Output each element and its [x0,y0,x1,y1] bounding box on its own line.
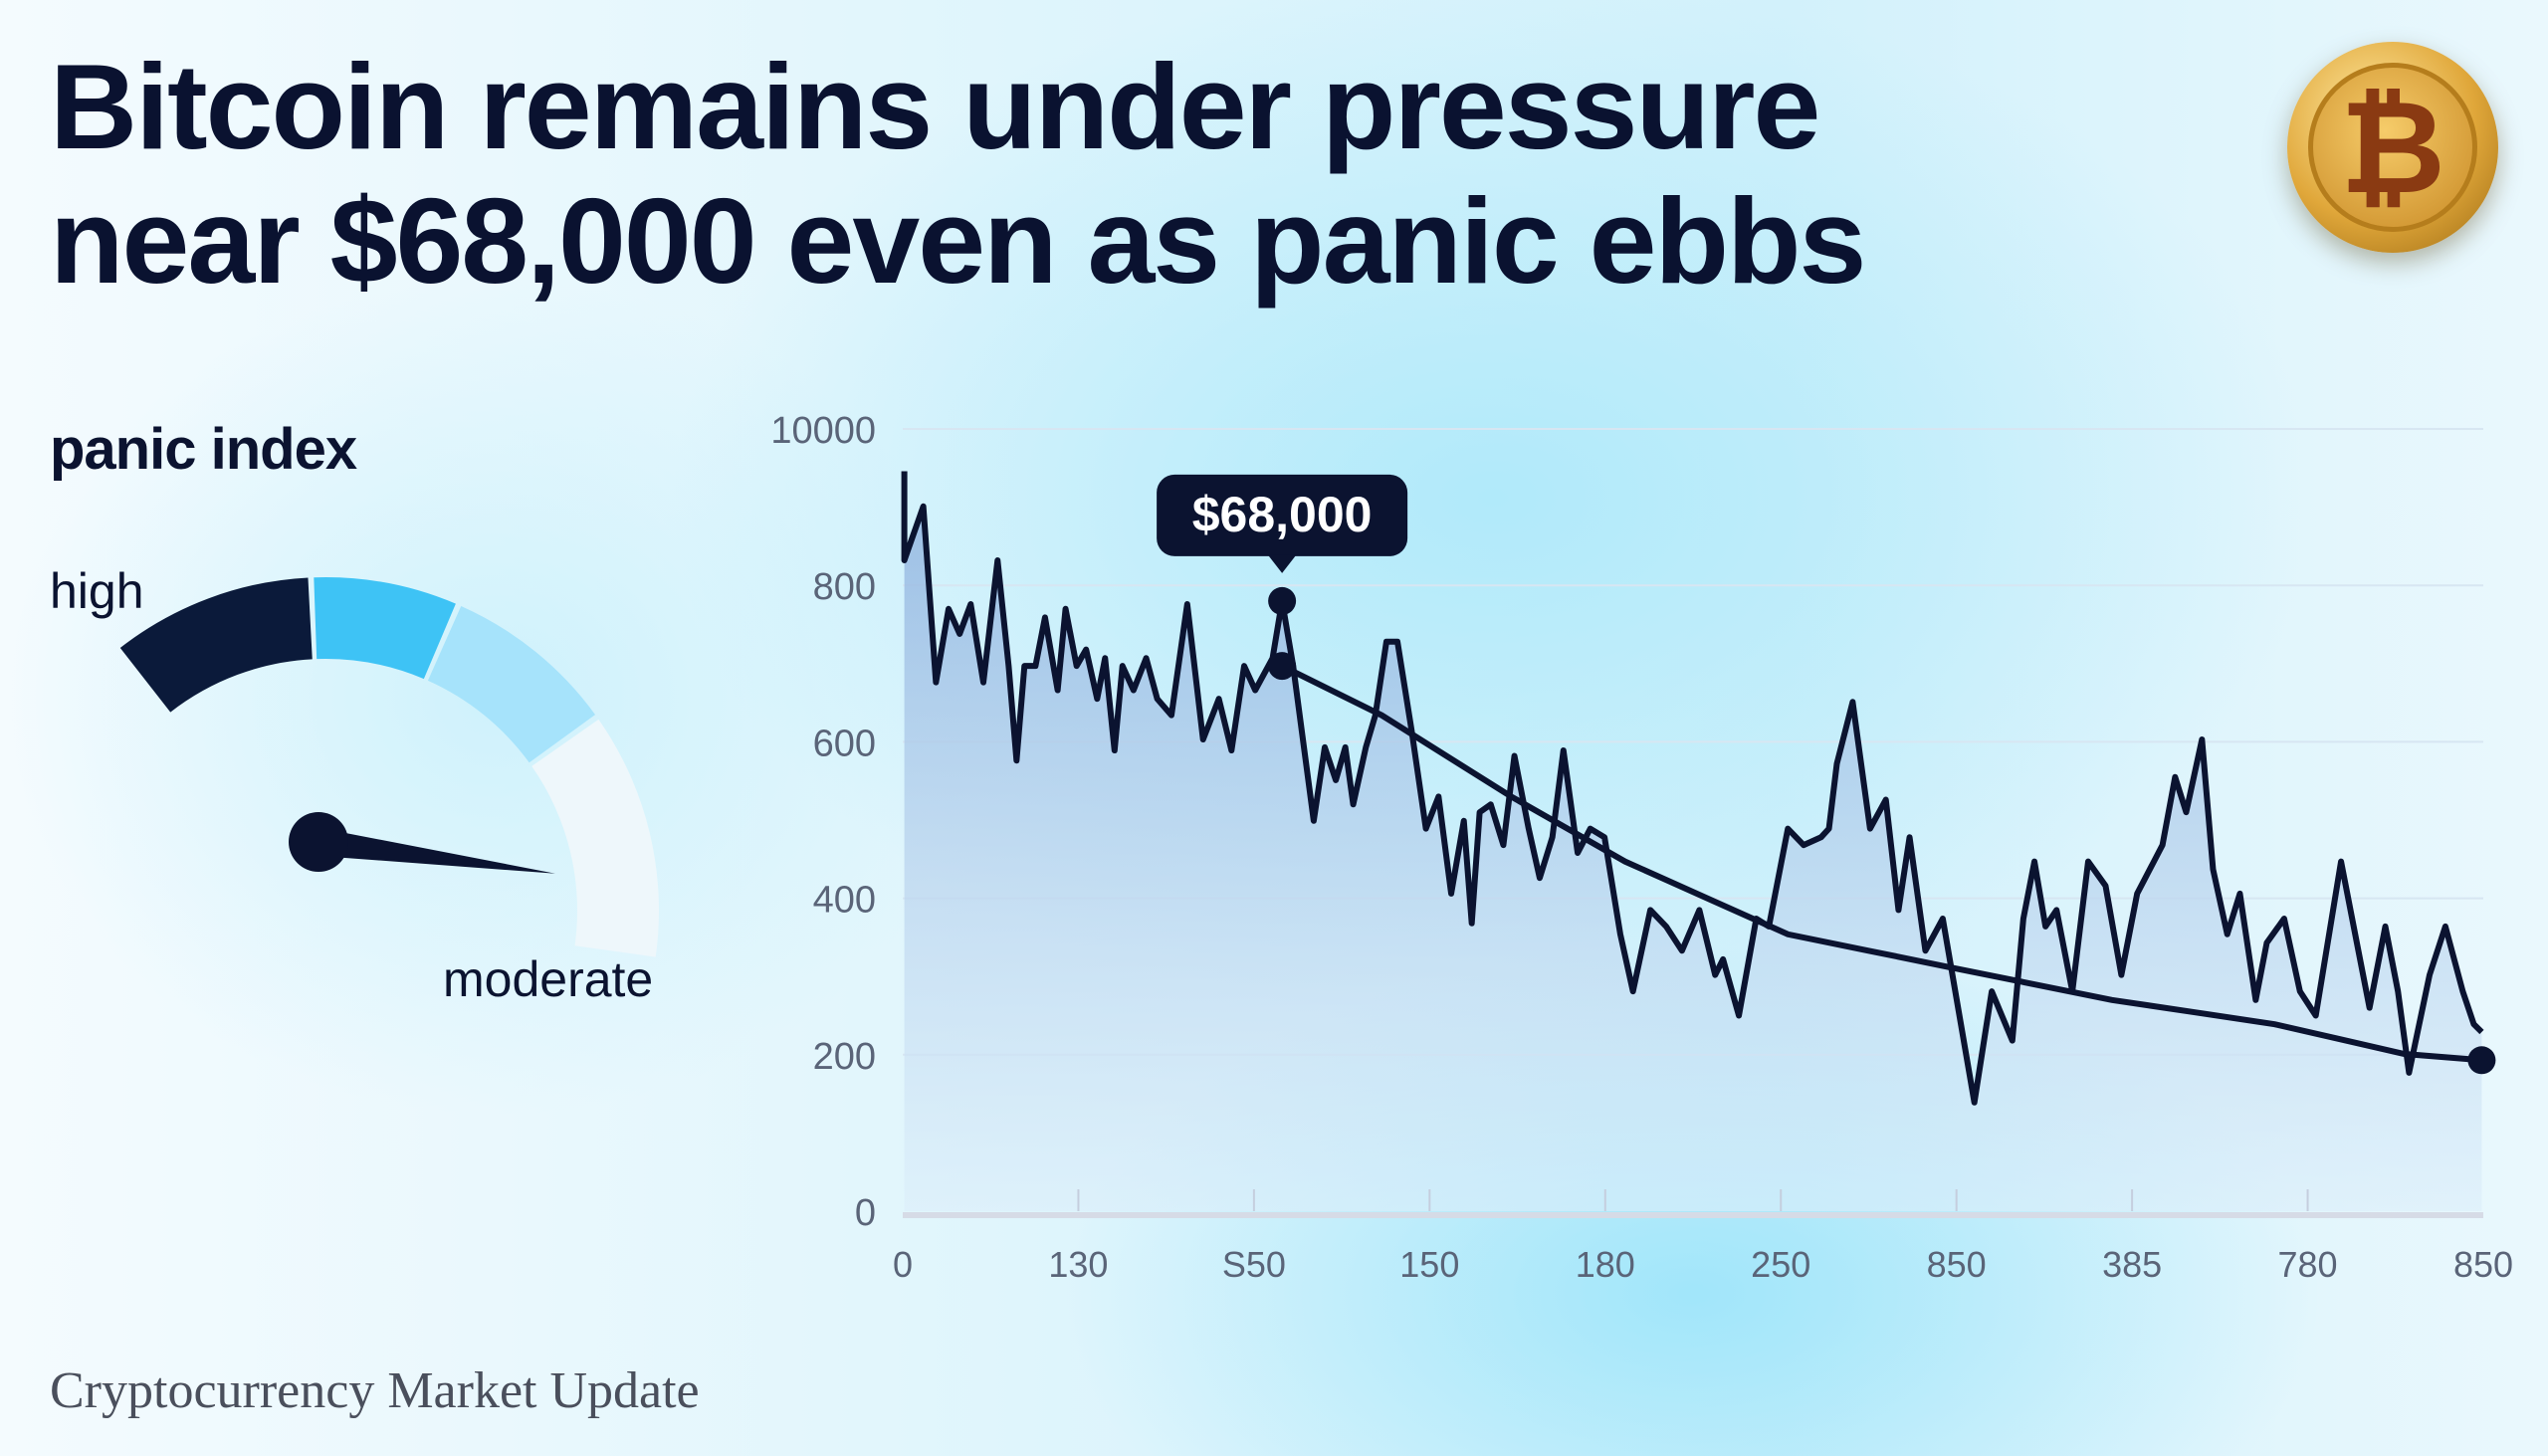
y-tick-label: 600 [813,723,876,764]
gauge-segment-2 [314,577,456,680]
y-tick-label: 200 [813,1036,876,1078]
peak-marker [1268,586,1297,615]
gauge-label-high: high [50,563,144,619]
trend-line [1279,663,2485,1064]
gauge-needle [317,828,555,874]
headline-line-2: near $68,000 even as panic ebbs [50,173,1866,309]
x-tick-label: 150 [1399,1244,1459,1285]
gauge-label-moderate: moderate [443,951,654,1007]
x-tick-label: 850 [1927,1244,1987,1285]
callout-pointer [1268,554,1297,573]
footer-caption: Cryptocurrency Market Update [50,1362,700,1419]
x-tick-label: 180 [1576,1244,1635,1285]
x-tick-label: 250 [1751,1244,1810,1285]
x-tick-label: 385 [2102,1244,2162,1285]
x-tick-label: 850 [2453,1244,2513,1285]
gauge-segment-4 [531,719,659,957]
callout-label: $68,000 [1192,487,1373,542]
gauge-segment-1 [119,577,313,713]
trend-start-marker [1268,652,1297,681]
price-line [901,471,2484,1106]
x-tick-label: 0 [893,1244,913,1285]
headline-line-1: Bitcoin remains under pressure [50,39,1820,174]
price-area-fill [904,471,2482,1212]
x-tick-label: 130 [1048,1244,1108,1285]
panic-gauge [119,577,659,957]
x-tick-label: 780 [2278,1244,2338,1285]
panic-index-title: panic index [50,417,357,482]
trend-end-marker [2467,1046,2496,1075]
y-tick-label: 0 [855,1192,876,1234]
x-tick-label: S50 [1222,1244,1286,1285]
y-tick-label: 400 [813,880,876,922]
gauge-segment-3 [427,605,596,763]
price-callout: $68,000 [1157,474,1408,573]
y-tick-label: 800 [813,566,876,608]
bitcoin-coin-icon: ₿ [2287,42,2498,253]
gauge-needle-hub [289,812,348,872]
y-tick-label: 10000 [770,410,876,452]
headline: Bitcoin remains under pressure near $68,… [50,39,1866,309]
bitcoin-symbol: ₿ [2308,63,2477,232]
callout-box [1157,474,1408,556]
